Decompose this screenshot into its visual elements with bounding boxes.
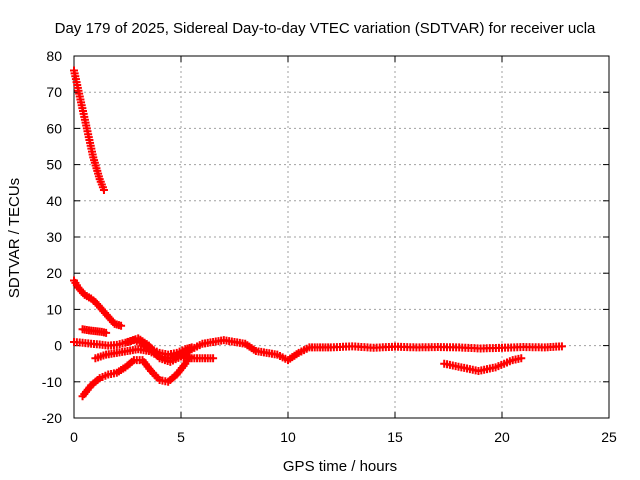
x-tick-label: 15 [387, 429, 403, 445]
series-arc-8 [440, 354, 526, 375]
x-tick-label: 5 [177, 429, 185, 445]
data-series [70, 66, 566, 401]
data-point [117, 321, 126, 330]
data-point [557, 342, 566, 351]
y-tick-label: 0 [54, 338, 62, 354]
series-arc-3 [78, 325, 111, 337]
y-tick-label: -20 [42, 410, 62, 426]
x-axis-label: GPS time / hours [283, 458, 397, 475]
data-point [209, 354, 218, 363]
y-axis-label: SDTVAR / TECUs [6, 178, 23, 298]
y-tick-label: -10 [42, 374, 62, 390]
y-tick-label: 10 [46, 301, 62, 317]
axis-ticks: 0 5 10 15 20 25 -20 -10 0 10 20 30 40 50 60 70 80 [42, 48, 617, 445]
series-arc-1 [70, 66, 108, 194]
y-tick-label: 50 [46, 157, 62, 173]
y-tick-label: 40 [46, 193, 62, 209]
data-point [517, 354, 526, 363]
data-point [99, 185, 108, 194]
x-tick-label: 25 [601, 429, 617, 445]
y-tick-label: 30 [46, 229, 62, 245]
series-arc-7 [123, 334, 566, 366]
y-tick-label: 60 [46, 120, 62, 136]
data-point [102, 328, 111, 337]
x-tick-label: 10 [280, 429, 296, 445]
x-tick-label: 0 [70, 429, 78, 445]
series-arc-2 [70, 276, 126, 330]
x-tick-label: 20 [494, 429, 510, 445]
y-tick-label: 70 [46, 84, 62, 100]
y-tick-label: 80 [46, 48, 62, 64]
chart-title: Day 179 of 2025, Sidereal Day-to-day VTE… [55, 20, 596, 37]
series-arc-6 [78, 352, 194, 401]
y-tick-label: 20 [46, 265, 62, 281]
